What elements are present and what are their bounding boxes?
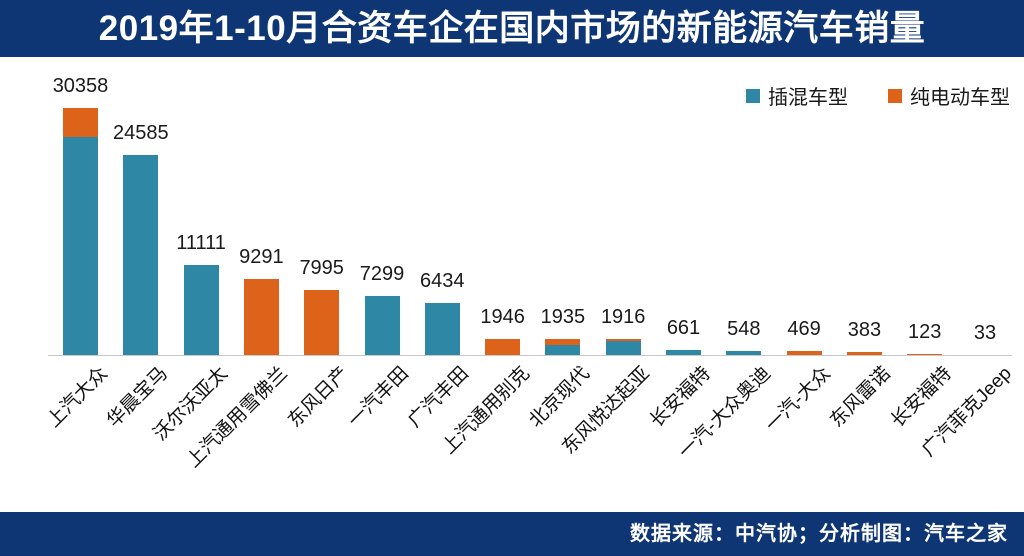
phev-bar-segment [666, 349, 701, 355]
source-text: 数据来源：中汽协；分析制图：汽车之家 [630, 523, 1008, 545]
bar-plot: 30358 上汽大众 24585 华晨宝马 11111 沃尔沃亚太 9291 上汽通用雪佛兰 7… [0, 57, 1024, 512]
source-bar: 数据来源：中汽协；分析制图：汽车之家 [0, 512, 1024, 556]
bar-value-label: 9291 [239, 246, 284, 269]
bev-bar-segment [786, 351, 822, 355]
legend-label-phev: 插混车型 [768, 87, 848, 109]
phev-bar-segment [726, 350, 762, 355]
bar-value-label: 383 [847, 318, 882, 341]
bev-bar-segment [545, 339, 581, 346]
bev-bar-segment [63, 108, 98, 137]
bev-bar-segment [907, 353, 943, 355]
bar-value-label: 11111 [176, 231, 226, 254]
phev-bar-segment [63, 136, 98, 355]
phev-bar-segment [183, 264, 219, 355]
bev-bar-segment [485, 339, 521, 355]
bar-value-label: 33 [973, 321, 997, 344]
bev-bar-segment [243, 279, 279, 355]
bar-value-label: 1916 [600, 306, 646, 329]
page-title: 2019年1-10月合资车企在国内市场的新能源汽车销量 [98, 9, 926, 48]
legend-item-phev: 插混车型 [746, 81, 848, 110]
bev-bar-segment [846, 351, 882, 355]
bar-value-label: 1935 [540, 306, 586, 329]
bev-swatch-icon [888, 88, 902, 103]
bar-value-label: 661 [666, 316, 701, 339]
x-axis-line [48, 355, 1012, 356]
chart-legend: 插混车型 纯电动车型 [746, 81, 1010, 110]
phev-bar-segment [545, 345, 581, 355]
bar-value-label: 7995 [299, 256, 344, 279]
bar-value-label: 7299 [359, 262, 405, 285]
bar-value-label: 123 [908, 320, 942, 343]
phev-swatch-icon [746, 88, 760, 103]
bar-value-label: 1946 [480, 306, 525, 329]
bar-value-label: 30358 [52, 75, 109, 97]
bar-value-label: 469 [787, 318, 821, 341]
title-bar: 2019年1-10月合资车企在国内市场的新能源汽车销量 [0, 0, 1024, 57]
phev-bar-segment [123, 154, 159, 355]
phev-bar-segment [424, 302, 460, 355]
legend-item-bev: 纯电动车型 [888, 81, 1010, 110]
legend-label-bev: 纯电动车型 [910, 87, 1010, 109]
bev-bar-segment [304, 289, 340, 355]
phev-bar-segment [364, 295, 400, 355]
phev-bar-segment [605, 341, 641, 355]
bar-value-label: 6434 [420, 269, 465, 292]
bar-value-label: 24585 [112, 121, 169, 144]
bev-bar-segment [605, 339, 641, 342]
chart-region: 插混车型 纯电动车型 30358 上汽大众 24585 华晨宝马 11111 沃尔沃亚太 9… [0, 57, 1024, 512]
bar-value-label: 548 [727, 317, 761, 340]
